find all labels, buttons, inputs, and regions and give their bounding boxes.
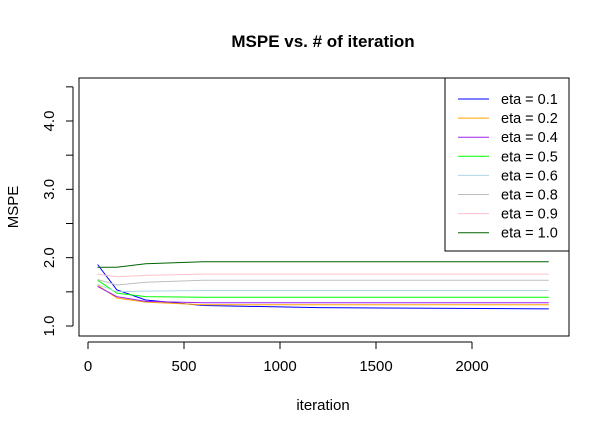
x-tick-label: 1000 (263, 358, 296, 375)
chart-title: MSPE vs. # of iteration (231, 32, 414, 51)
x-tick-label: 0 (84, 358, 92, 375)
series-line (97, 283, 549, 293)
legend-label: eta = 0.1 (501, 92, 558, 108)
series-line (97, 264, 549, 310)
legend-label: eta = 0.4 (501, 130, 558, 146)
legend-label: eta = 0.6 (501, 168, 558, 184)
legend-box (444, 77, 570, 252)
legend: eta = 0.1 eta = 0.2 eta = 0.4 eta = 0.5 eta … (444, 77, 570, 252)
series-line (97, 273, 549, 278)
x-tick-label: 1500 (359, 358, 392, 375)
y-tick-label: 3.0 (41, 179, 58, 200)
x-axis-label: iteration (296, 397, 349, 414)
x-tick-label: 500 (171, 358, 196, 375)
series-line (97, 285, 549, 304)
series-line (97, 279, 549, 298)
y-tick-label: 2.0 (41, 247, 58, 268)
y-tick-label: 1.0 (41, 316, 58, 337)
y-tick-label: 4.0 (41, 111, 58, 132)
legend-label: eta = 0.8 (501, 188, 558, 204)
x-axis: 0 500 1000 1500 2000 (84, 341, 489, 375)
series-line (97, 261, 549, 268)
legend-label: eta = 0.9 (501, 207, 558, 223)
series-line (97, 279, 549, 286)
legend-label: eta = 0.5 (501, 149, 558, 165)
y-axis: 1.0 2.0 3.0 4.0 (41, 86, 74, 337)
series-line (97, 284, 549, 306)
y-axis-label: MSPE (5, 186, 22, 229)
legend-label: eta = 0.2 (501, 111, 558, 127)
series-layer (97, 261, 549, 310)
x-tick-label: 2000 (455, 358, 488, 375)
legend-label: eta = 1.0 (501, 226, 558, 242)
